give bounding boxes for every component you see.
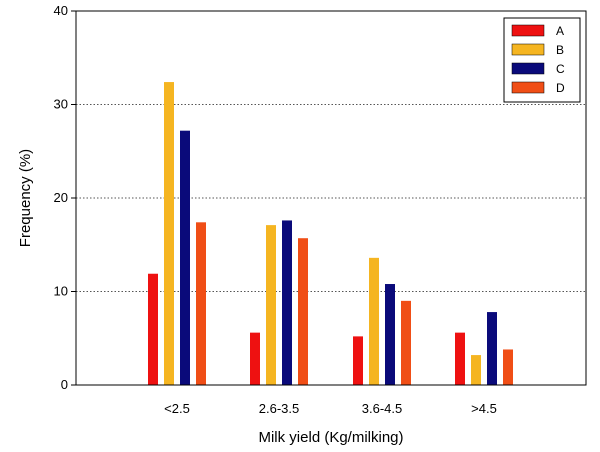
bar-C-2 [385, 284, 395, 385]
x-tick-label: <2.5 [164, 401, 190, 416]
x-axis-title: Milk yield (Kg/milking) [258, 429, 403, 446]
bars [148, 82, 513, 385]
bar-C-0 [180, 130, 190, 385]
y-axis-title: Frequency (%) [17, 149, 34, 247]
bar-A-0 [148, 273, 158, 385]
y-tick-label: 20 [54, 190, 68, 205]
bar-C-1 [282, 220, 292, 385]
bar-B-0 [164, 82, 174, 385]
y-axis-ticks: 0 10 20 30 40 [54, 3, 76, 392]
y-tick-label: 10 [54, 284, 68, 299]
x-tick-label: 2.6-3.5 [259, 401, 299, 416]
bar-B-2 [369, 257, 379, 385]
legend-swatch-D [511, 81, 545, 94]
x-axis-ticks: <2.5 2.6-3.5 3.6-4.5 >4.5 [164, 401, 497, 416]
bar-D-0 [196, 222, 206, 385]
bar-C-3 [487, 312, 497, 385]
y-tick-label: 0 [61, 377, 68, 392]
bar-D-2 [401, 300, 411, 385]
y-tick-label: 40 [54, 3, 68, 18]
bar-B-3 [471, 355, 481, 385]
bar-D-3 [503, 349, 513, 385]
bar-A-3 [455, 332, 465, 385]
gridlines [76, 104, 586, 292]
y-tick-label: 30 [54, 97, 68, 112]
legend-label-B: B [556, 43, 564, 57]
bar-A-2 [353, 336, 363, 385]
x-tick-label: >4.5 [471, 401, 497, 416]
legend-label-C: C [556, 62, 565, 76]
bar-D-1 [298, 238, 308, 385]
bar-A-1 [250, 332, 260, 385]
legend-swatch-A [511, 24, 545, 37]
legend-swatch-C [511, 62, 545, 75]
legend-swatch-B [511, 43, 545, 56]
legend-label-A: A [556, 24, 564, 38]
bar-B-1 [266, 225, 276, 385]
legend-label-D: D [556, 81, 565, 95]
x-tick-label: 3.6-4.5 [362, 401, 402, 416]
